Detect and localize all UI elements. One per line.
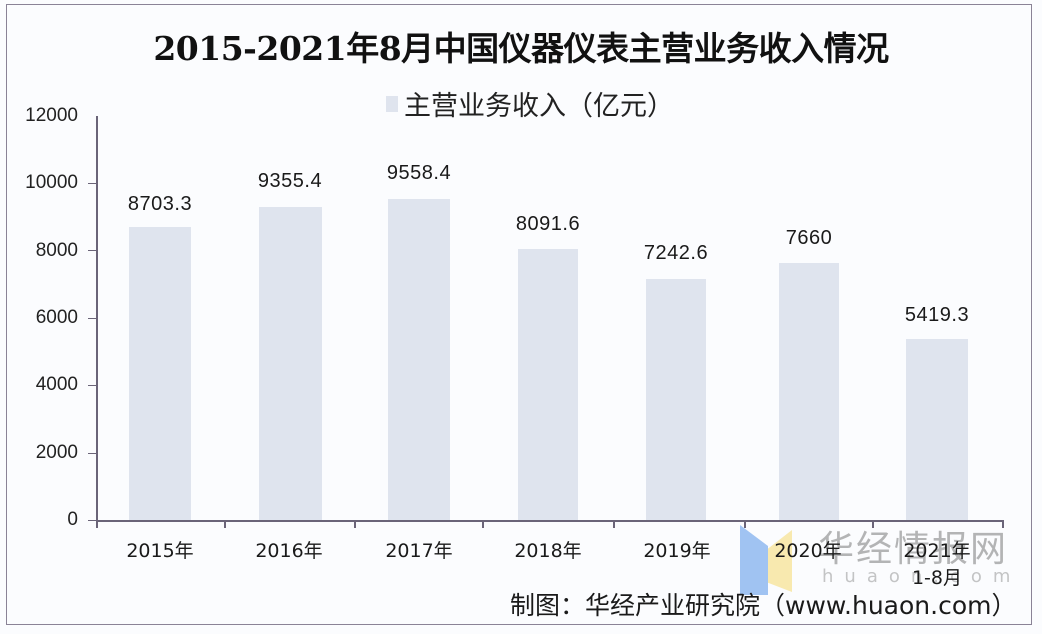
y-tick	[88, 250, 97, 251]
bar-value-label: 7660	[785, 227, 833, 249]
bar-2015	[129, 227, 191, 520]
x-tick	[613, 520, 615, 528]
bar-value-label: 7242.6	[643, 242, 709, 264]
bar-2017	[388, 199, 450, 520]
bar-value-label: 8703.3	[127, 193, 193, 215]
y-tick-label: 10000	[25, 172, 78, 193]
source-credit: 制图：华经产业研究院（www.huaon.com）	[510, 591, 1017, 620]
legend-swatch	[386, 95, 398, 112]
y-tick	[88, 520, 97, 521]
legend: 主营业务收入（亿元）	[386, 84, 674, 123]
x-tick-label: 2020年	[774, 540, 842, 562]
bar-value-label: 9355.4	[257, 170, 323, 192]
x-tick-label: 2016年	[255, 540, 323, 562]
watermark-text: 华经情报网	[818, 529, 1009, 570]
x-tick-label: 2017年	[385, 540, 453, 562]
bar-value-label: 5419.3	[904, 304, 970, 326]
watermark-subtext: huaon.com	[822, 566, 1022, 587]
y-tick-label: 0	[67, 509, 78, 530]
y-tick	[88, 385, 97, 386]
bar-value-label: 9558.4	[386, 162, 452, 184]
bar-2016	[259, 207, 322, 520]
y-tick-label: 12000	[25, 105, 78, 126]
x-tick	[744, 520, 746, 528]
y-tick	[88, 453, 97, 454]
x-tick-label: 2018年	[514, 540, 582, 562]
x-tick-label: 2021年 1-8月	[903, 540, 971, 589]
x-tick-label: 2015年	[126, 540, 194, 562]
x-tick	[1002, 520, 1004, 528]
bar-2019	[646, 279, 706, 520]
bar-2021-jan-aug	[906, 339, 968, 520]
bar-value-label: 8091.6	[515, 213, 581, 235]
bar-2020	[779, 263, 839, 520]
x-tick-label: 2019年	[643, 540, 711, 562]
chart-title: 2015-2021年8月中国仪器仪表主营业务收入情况	[153, 29, 889, 68]
y-tick	[88, 318, 97, 319]
x-tick	[96, 520, 98, 528]
x-tick	[354, 520, 356, 528]
x-tick	[482, 520, 484, 528]
bar-2018	[518, 249, 578, 520]
x-tick	[872, 520, 874, 528]
y-tick-label: 8000	[35, 240, 78, 261]
legend-label: 主营业务收入（亿元）	[404, 91, 674, 122]
y-tick-label: 6000	[35, 307, 78, 328]
x-axis	[96, 520, 1004, 522]
y-tick	[88, 183, 97, 184]
y-tick-label: 2000	[35, 442, 78, 463]
y-tick-label: 4000	[35, 374, 78, 395]
x-tick	[224, 520, 226, 528]
